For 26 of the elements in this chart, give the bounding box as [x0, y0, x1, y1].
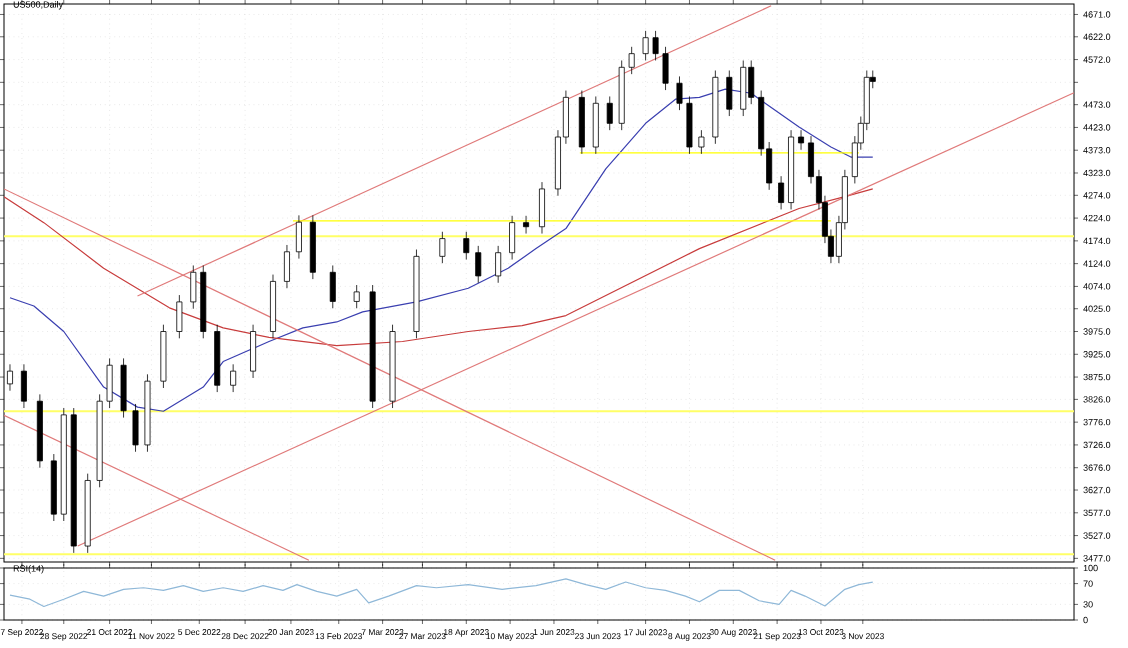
candlestick	[475, 245, 482, 284]
candlestick	[726, 70, 733, 117]
candlestick	[20, 363, 27, 409]
candlestick	[250, 324, 257, 379]
candlestick	[592, 96, 599, 155]
candlestick	[120, 357, 127, 418]
candlestick	[778, 175, 785, 210]
line-series	[9, 578, 874, 608]
candlestick	[439, 231, 446, 264]
candlestick	[523, 215, 530, 234]
candlestick	[176, 294, 183, 339]
candlestick	[509, 215, 516, 260]
candlestick	[798, 129, 805, 151]
candlestick	[329, 265, 336, 309]
candlestick	[463, 231, 470, 260]
candlestick	[606, 96, 613, 131]
candlestick	[740, 60, 747, 117]
candlestick	[698, 129, 705, 155]
candlestick	[495, 245, 502, 284]
candlestick	[353, 284, 360, 309]
candlestick	[748, 60, 755, 105]
candlestick	[283, 244, 290, 289]
candlestick	[539, 181, 545, 234]
candlestick	[132, 403, 139, 453]
candlestick	[230, 363, 237, 393]
candlestick	[295, 214, 302, 260]
